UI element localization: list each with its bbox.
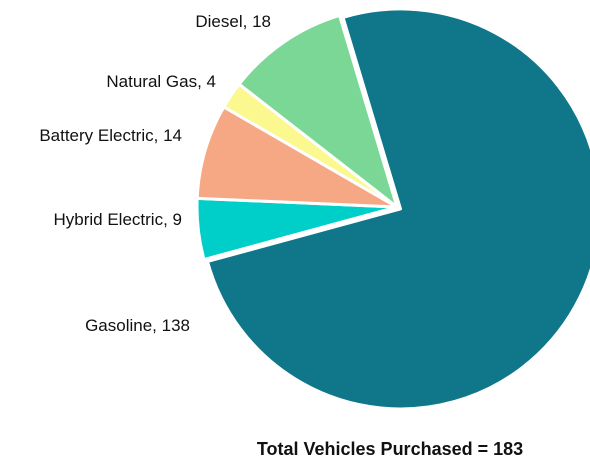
slice-label: Battery Electric, 14 xyxy=(39,126,182,145)
slice-label-separator: , xyxy=(152,316,161,335)
slice-label-value: 14 xyxy=(163,126,182,145)
slice-label-value: 9 xyxy=(173,210,182,229)
slice-label-name: Natural Gas xyxy=(106,72,197,91)
slice-label-name: Diesel xyxy=(195,12,242,31)
slice-label: Hybrid Electric, 9 xyxy=(53,210,182,229)
slice-label-separator: , xyxy=(197,72,206,91)
slice-label-value: 4 xyxy=(207,72,216,91)
slice-label-value: 18 xyxy=(252,12,271,31)
slice-label-name: Battery Electric xyxy=(39,126,154,145)
slice-label-name: Hybrid Electric xyxy=(53,210,163,229)
slice-label-value: 138 xyxy=(162,316,190,335)
slice-label-separator: , xyxy=(243,12,252,31)
pie-slice xyxy=(237,13,399,209)
chart-title: Total Vehicles Purchased = 183 xyxy=(257,439,523,459)
slice-label-separator: , xyxy=(154,126,163,145)
slice-label: Gasoline, 138 xyxy=(85,316,190,335)
slice-label-name: Gasoline xyxy=(85,316,152,335)
pie-slice xyxy=(206,7,590,411)
slice-label-separator: , xyxy=(163,210,172,229)
slice-label: Diesel, 18 xyxy=(195,12,271,31)
pie-slice xyxy=(195,105,399,209)
slice-label: Natural Gas, 4 xyxy=(106,72,216,91)
